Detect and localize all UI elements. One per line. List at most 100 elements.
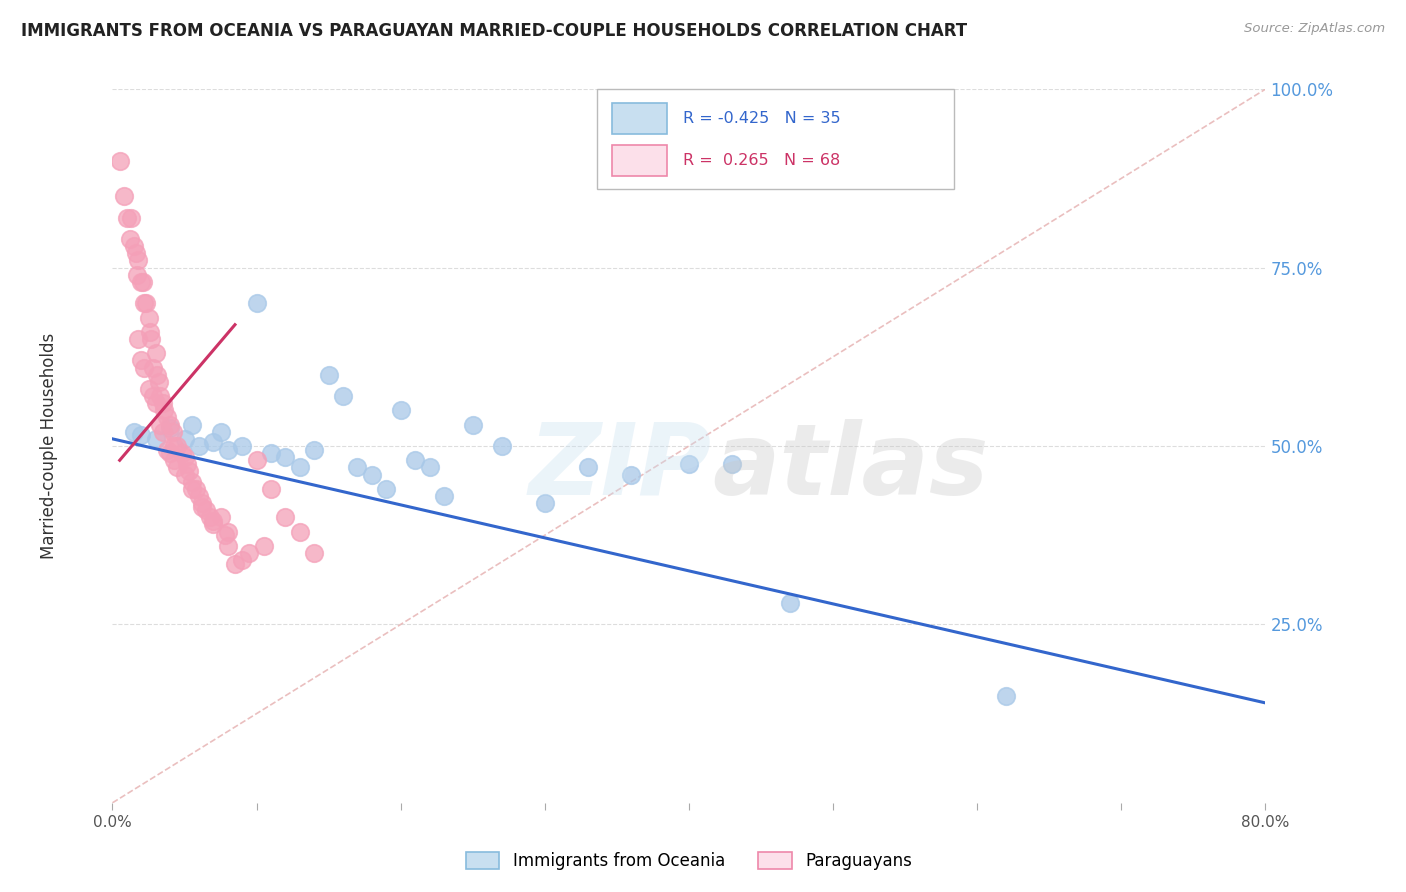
Point xyxy=(173,467,195,482)
Point xyxy=(231,439,253,453)
Point xyxy=(332,389,354,403)
Point xyxy=(231,553,253,567)
Point xyxy=(177,464,200,478)
Point xyxy=(202,517,225,532)
Point xyxy=(260,482,283,496)
Point xyxy=(125,268,148,282)
Point xyxy=(389,403,412,417)
Point xyxy=(159,417,181,432)
Point xyxy=(202,435,225,450)
Point xyxy=(138,310,160,325)
Point xyxy=(166,460,188,475)
Point xyxy=(191,496,214,510)
Point xyxy=(149,417,172,432)
Point xyxy=(209,510,232,524)
Point xyxy=(188,439,211,453)
Point xyxy=(346,460,368,475)
Point xyxy=(156,410,179,425)
Point xyxy=(149,389,172,403)
Point xyxy=(156,442,179,457)
Point xyxy=(129,275,153,289)
Text: R = -0.425   N = 35: R = -0.425 N = 35 xyxy=(683,111,841,126)
Point xyxy=(152,396,174,410)
Point xyxy=(209,425,232,439)
Point xyxy=(148,375,170,389)
Point xyxy=(120,211,142,225)
Point xyxy=(108,153,131,168)
Point xyxy=(141,332,163,346)
Point xyxy=(127,253,149,268)
Point xyxy=(145,346,167,360)
Point xyxy=(139,325,162,339)
Point xyxy=(138,382,160,396)
Text: atlas: atlas xyxy=(711,419,988,516)
Point xyxy=(124,246,146,260)
Point xyxy=(360,467,382,482)
Point xyxy=(145,396,167,410)
Point xyxy=(779,596,801,610)
FancyBboxPatch shape xyxy=(612,103,666,134)
Point xyxy=(145,432,167,446)
Point xyxy=(245,453,267,467)
Point xyxy=(122,425,145,439)
Point xyxy=(134,296,156,310)
Point xyxy=(202,514,225,528)
Point xyxy=(173,432,195,446)
Point xyxy=(188,489,211,503)
Text: IMMIGRANTS FROM OCEANIA VS PARAGUAYAN MARRIED-COUPLE HOUSEHOLDS CORRELATION CHAR: IMMIGRANTS FROM OCEANIA VS PARAGUAYAN MA… xyxy=(21,22,967,40)
Point xyxy=(163,453,186,467)
Point xyxy=(173,450,195,464)
Point xyxy=(995,689,1018,703)
Point xyxy=(146,368,169,382)
Point xyxy=(304,442,326,457)
Point xyxy=(433,489,456,503)
Point xyxy=(217,524,239,539)
Point xyxy=(135,296,157,310)
Point xyxy=(118,232,141,246)
Point xyxy=(132,275,155,289)
Point xyxy=(274,450,297,464)
Point xyxy=(260,446,283,460)
Point xyxy=(122,239,145,253)
Point xyxy=(191,500,214,514)
Point xyxy=(180,417,202,432)
Point xyxy=(533,496,555,510)
Point xyxy=(288,460,311,475)
Point xyxy=(318,368,340,382)
Point xyxy=(184,482,207,496)
Point xyxy=(129,428,153,442)
Text: ZIP: ZIP xyxy=(529,419,711,516)
Point xyxy=(162,425,184,439)
Point xyxy=(461,417,484,432)
Point xyxy=(170,446,193,460)
Point xyxy=(180,482,202,496)
Point xyxy=(214,528,236,542)
Point xyxy=(163,439,186,453)
Point xyxy=(375,482,398,496)
Point xyxy=(274,510,297,524)
Point xyxy=(404,453,426,467)
Point xyxy=(166,439,188,453)
Text: R =  0.265   N = 68: R = 0.265 N = 68 xyxy=(683,153,841,168)
Point xyxy=(127,332,149,346)
Point xyxy=(142,389,165,403)
Text: Source: ZipAtlas.com: Source: ZipAtlas.com xyxy=(1244,22,1385,36)
Text: Married-couple Households: Married-couple Households xyxy=(39,333,58,559)
Point xyxy=(180,475,202,489)
Point xyxy=(217,539,239,553)
Point xyxy=(721,457,744,471)
Point xyxy=(159,421,181,435)
Point xyxy=(253,539,276,553)
FancyBboxPatch shape xyxy=(596,89,955,189)
Point xyxy=(419,460,441,475)
FancyBboxPatch shape xyxy=(612,145,666,177)
Point xyxy=(129,353,153,368)
Legend: Immigrants from Oceania, Paraguayans: Immigrants from Oceania, Paraguayans xyxy=(460,845,918,877)
Point xyxy=(238,546,260,560)
Point xyxy=(491,439,513,453)
Point xyxy=(304,546,326,560)
Point xyxy=(142,360,165,375)
Point xyxy=(288,524,311,539)
Point xyxy=(176,457,198,471)
Point xyxy=(115,211,138,225)
